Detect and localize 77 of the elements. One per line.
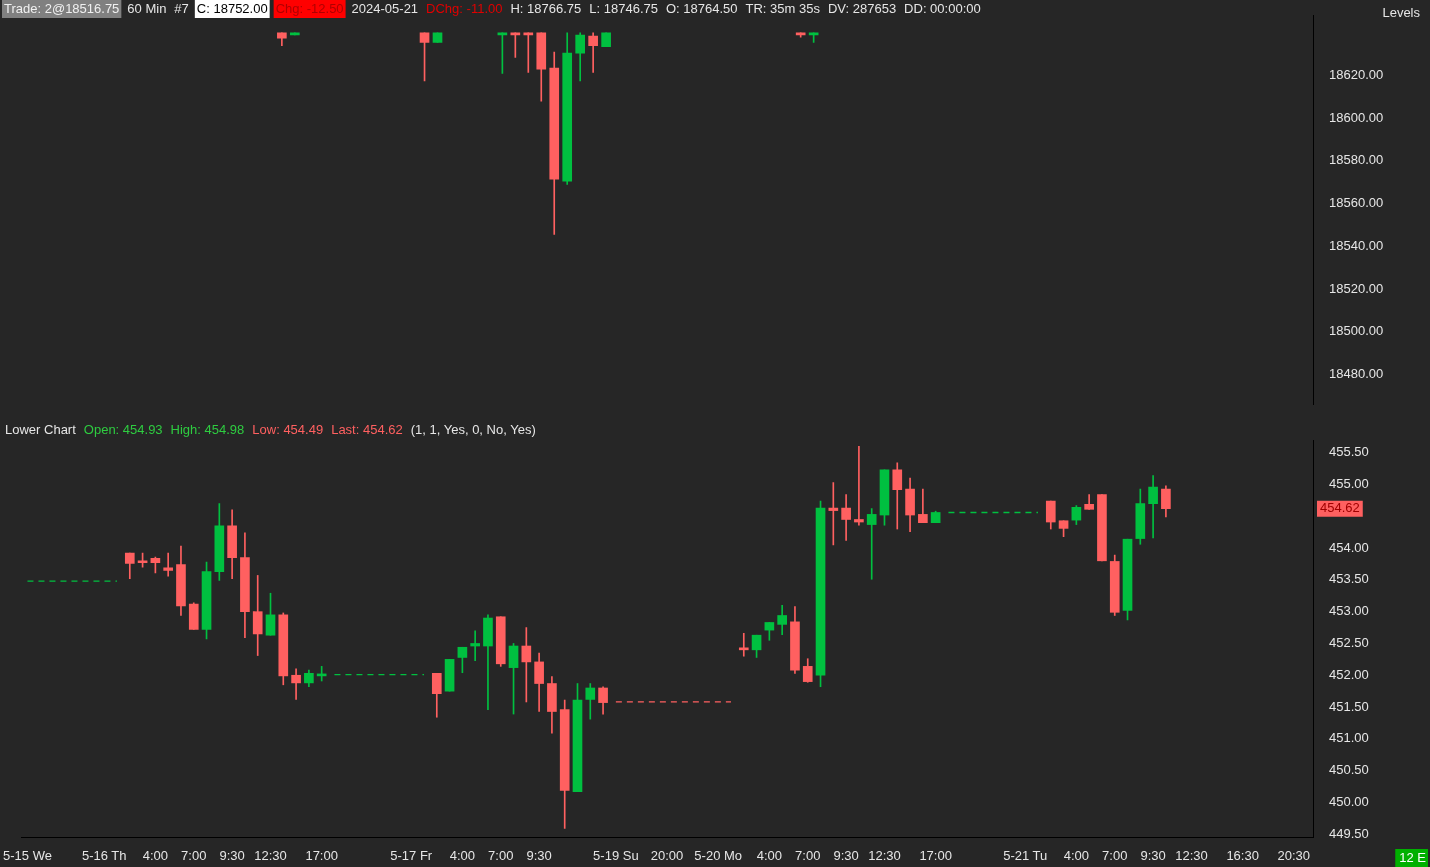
chart-title: Lower Chart <box>5 421 77 437</box>
y-tick-label: 453.50 <box>1329 571 1369 587</box>
candlestick <box>841 494 851 541</box>
x-tick-label: 7:00 <box>488 847 514 863</box>
candlestick <box>588 32 598 73</box>
candlestick <box>738 632 749 657</box>
candlestick <box>470 630 480 661</box>
x-tick-label: 12:30 <box>254 847 287 863</box>
text: (1, 1, Yes, 0, No, Yes) <box>410 421 536 437</box>
x-tick-label: 9:30 <box>833 847 859 863</box>
annotation: DV: 287653 <box>827 0 897 16</box>
x-tick-label: 7:00 <box>1102 847 1128 863</box>
y-tick-label: 452.00 <box>1329 666 1369 682</box>
y-tick-label: 18540.00 <box>1329 237 1384 253</box>
x-tick-label: 9:30 <box>526 847 552 863</box>
text: 454.62 <box>1320 500 1360 516</box>
text: Last: 454.62 <box>331 421 403 437</box>
x-tick-label: 4:00 <box>1063 847 1090 863</box>
x-tick-label: 5-21 Tu <box>1003 847 1048 863</box>
annotation: Chg: -12.50 <box>275 0 344 16</box>
x-tick-label: 9:30 <box>219 847 245 863</box>
y-tick-label: 455.00 <box>1329 476 1369 492</box>
candlestick <box>163 552 173 577</box>
x-tick-label: 12:30 <box>868 847 901 863</box>
annotation: TR: 35m 35s <box>745 0 821 16</box>
x-tick-label: 7:00 <box>795 847 821 863</box>
y-tick-label: 453.00 <box>1329 603 1369 619</box>
y-tick-label: 18480.00 <box>1329 365 1384 381</box>
x-tick-label: 17:00 <box>305 847 338 863</box>
x-tick-label: 5-16 Th <box>81 847 127 863</box>
y-tick-label: 18500.00 <box>1329 323 1384 339</box>
x-tick-label: 4:00 <box>142 847 169 863</box>
annotation: DChg: -11.00 <box>426 0 503 16</box>
annotation: C: 18752.00 <box>196 0 268 16</box>
y-tick-label: 451.50 <box>1329 698 1369 714</box>
annotation: L: 18746.75 <box>589 0 658 16</box>
text: 12 E <box>1399 849 1427 865</box>
x-tick-label: 5-20 Mo <box>694 847 743 863</box>
annotation: O: 18764.50 <box>665 0 738 16</box>
y-tick-label: 18580.00 <box>1329 152 1384 168</box>
text: High: 454.98 <box>170 421 245 437</box>
y-tick-label: 18520.00 <box>1329 280 1384 296</box>
annotation: Trade: 2@18516.75 <box>4 0 120 16</box>
y-tick-label: 454.00 <box>1329 539 1369 555</box>
candlestick <box>854 446 864 526</box>
y-tick-label: 18560.00 <box>1329 195 1384 211</box>
text: Levels <box>1382 4 1421 20</box>
x-tick-label: 17:00 <box>919 847 952 863</box>
y-tick-label: 455.50 <box>1329 444 1369 460</box>
candlestick <box>521 627 532 703</box>
x-tick-label: 5-17 Fr <box>390 847 433 863</box>
y-tick-label: 18620.00 <box>1329 67 1384 83</box>
x-tick-label: 16:30 <box>1226 847 1259 863</box>
annotation: H: 18766.75 <box>510 0 582 16</box>
x-tick-label: 7:00 <box>181 847 207 863</box>
text: Low: 454.49 <box>252 421 324 437</box>
candlestick <box>828 482 839 546</box>
annotation: #7 <box>174 0 189 16</box>
x-tick-label: 5-19 Su <box>593 847 639 863</box>
x-tick-label: 4:00 <box>449 847 476 863</box>
x-tick-label: 4:00 <box>756 847 783 863</box>
text: Open: 454.93 <box>83 421 163 437</box>
annotation: 60 Min <box>127 0 167 16</box>
annotation: 2024-05-21 <box>351 0 419 16</box>
x-tick-label: 12:30 <box>1175 847 1208 863</box>
x-tick-label: 5-15 We <box>3 847 52 863</box>
y-tick-label: 450.50 <box>1329 762 1369 778</box>
y-tick-label: 449.50 <box>1329 825 1369 841</box>
candlestick <box>866 508 877 580</box>
y-tick-label: 18600.00 <box>1329 109 1384 125</box>
x-tick-label: 20:30 <box>1277 847 1311 863</box>
x-tick-label: 20:00 <box>650 847 684 863</box>
y-tick-label: 451.00 <box>1329 730 1369 746</box>
y-tick-label: 452.50 <box>1329 635 1369 651</box>
annotation: DD: 00:00:00 <box>904 0 981 16</box>
y-tick-label: 450.00 <box>1329 794 1369 810</box>
x-tick-label: 9:30 <box>1140 847 1166 863</box>
